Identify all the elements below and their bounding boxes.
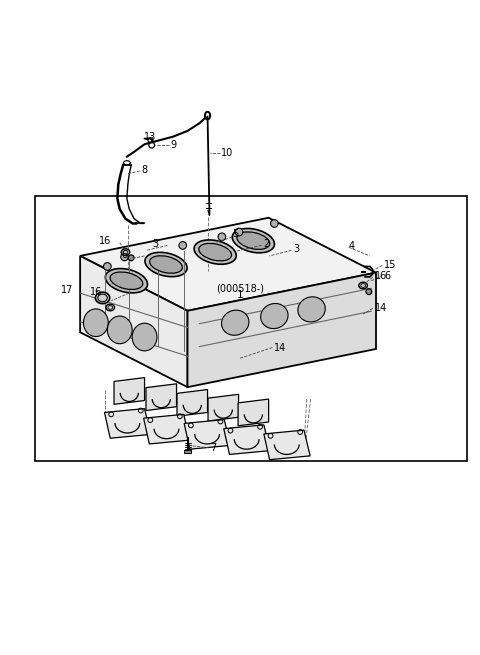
Ellipse shape xyxy=(132,323,157,351)
Circle shape xyxy=(179,242,187,250)
Ellipse shape xyxy=(359,282,367,289)
Text: 2: 2 xyxy=(263,240,269,250)
Text: 17: 17 xyxy=(61,286,73,295)
Ellipse shape xyxy=(108,316,132,344)
Ellipse shape xyxy=(261,303,288,329)
Circle shape xyxy=(218,233,226,240)
Text: 9: 9 xyxy=(171,140,177,150)
Text: 14: 14 xyxy=(374,303,387,313)
Polygon shape xyxy=(144,415,190,444)
Ellipse shape xyxy=(221,310,249,335)
Ellipse shape xyxy=(106,304,115,310)
Polygon shape xyxy=(80,217,376,310)
Text: 3: 3 xyxy=(152,238,158,248)
Polygon shape xyxy=(105,409,151,438)
Ellipse shape xyxy=(84,309,108,337)
Bar xyxy=(35,196,467,461)
Text: 4: 4 xyxy=(349,241,355,251)
Polygon shape xyxy=(238,399,269,426)
Text: 5: 5 xyxy=(232,229,239,239)
Ellipse shape xyxy=(145,252,187,276)
Ellipse shape xyxy=(96,292,110,304)
Ellipse shape xyxy=(361,284,365,288)
Ellipse shape xyxy=(121,249,130,255)
Text: 1: 1 xyxy=(237,290,243,300)
Ellipse shape xyxy=(298,297,325,322)
Polygon shape xyxy=(264,430,310,460)
Ellipse shape xyxy=(105,269,147,293)
Text: 16: 16 xyxy=(90,287,103,297)
Text: 16: 16 xyxy=(374,271,387,282)
Polygon shape xyxy=(114,378,144,404)
Polygon shape xyxy=(177,390,207,417)
Ellipse shape xyxy=(108,305,113,309)
Text: 6: 6 xyxy=(384,271,390,281)
Circle shape xyxy=(235,228,243,236)
Text: 6: 6 xyxy=(121,250,127,260)
Ellipse shape xyxy=(199,244,231,261)
Polygon shape xyxy=(208,394,239,421)
Polygon shape xyxy=(80,256,188,387)
Ellipse shape xyxy=(110,272,143,290)
Circle shape xyxy=(128,255,134,261)
Text: 14: 14 xyxy=(275,343,287,352)
Text: 13: 13 xyxy=(144,132,156,141)
Ellipse shape xyxy=(150,255,182,273)
Ellipse shape xyxy=(232,229,275,253)
Circle shape xyxy=(366,289,372,295)
Text: 10: 10 xyxy=(221,148,233,159)
Polygon shape xyxy=(146,384,177,411)
Text: 8: 8 xyxy=(141,165,147,175)
Ellipse shape xyxy=(98,294,108,302)
Circle shape xyxy=(271,219,278,227)
Text: 3: 3 xyxy=(293,244,300,254)
Bar xyxy=(184,450,191,453)
Ellipse shape xyxy=(123,250,128,254)
Ellipse shape xyxy=(237,232,270,250)
Ellipse shape xyxy=(194,240,236,264)
Text: 7: 7 xyxy=(210,443,216,453)
Polygon shape xyxy=(224,425,270,455)
Circle shape xyxy=(104,263,111,271)
Text: 15: 15 xyxy=(384,261,396,271)
Text: (000518-): (000518-) xyxy=(216,284,264,293)
Text: 16: 16 xyxy=(99,236,111,246)
Circle shape xyxy=(120,253,128,261)
Polygon shape xyxy=(184,420,230,449)
Polygon shape xyxy=(188,272,376,387)
